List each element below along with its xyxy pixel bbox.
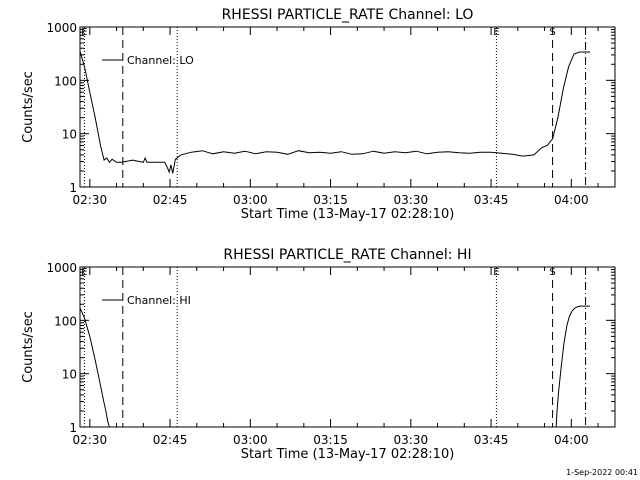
y-axis-label: Counts/sec [21, 71, 36, 143]
y-tick-label: 100 [54, 314, 77, 328]
x-tick-label: 03:45 [474, 193, 509, 207]
y-tick-label: 1000 [46, 261, 77, 275]
y-tick-label: 1 [69, 181, 77, 195]
y-tick-label: 1 [69, 421, 77, 435]
x-tick-label: 03:30 [394, 193, 429, 207]
y-tick-label: 10 [62, 368, 77, 382]
x-tick-label: 04:00 [554, 193, 589, 207]
plot-frame-hi [79, 266, 616, 428]
event-marker-label: E [493, 267, 499, 278]
x-tick-label: 03:15 [313, 193, 348, 207]
x-tick-label: 02:45 [153, 193, 188, 207]
event-marker-label: E [493, 27, 499, 38]
x-tick-label: 03:15 [313, 433, 348, 447]
chart-title-hi: RHESSI PARTICLE_RATE Channel: HI [223, 247, 471, 263]
chart-panel-hi: RHESSI PARTICLE_RATE Channel: HI 02:30 02:… [21, 247, 616, 462]
series-line-hi [80, 305, 590, 427]
chart-title-lo: RHESSI PARTICLE_RATE Channel: LO [222, 7, 474, 23]
series-line-lo [80, 51, 590, 174]
plot-frame-lo [79, 26, 616, 188]
x-tick-label: 03:00 [233, 433, 268, 447]
chart-panel-lo: RHESSI PARTICLE_RATE Channel: LO 02:30 02:… [21, 7, 616, 222]
event-marker-label: E [81, 267, 87, 278]
x-tick-label: 03:30 [394, 433, 429, 447]
y-axis-label: Counts/sec [21, 311, 36, 383]
x-tick-label: 03:45 [474, 433, 509, 447]
y-tick-label: 100 [54, 74, 77, 88]
event-marker-label: S [549, 267, 555, 278]
x-tick-label: 02:45 [153, 433, 188, 447]
y-tick-label: 10 [62, 128, 77, 142]
legend-label-hi: Channel: HI [127, 294, 191, 307]
x-axis-label: Start Time (13-May-17 02:28:10) [241, 447, 455, 462]
x-tick-label: 02:30 [73, 193, 108, 207]
event-marker-label: S [549, 27, 555, 38]
event-marker-label: E [81, 27, 87, 38]
y-tick-label: 1000 [46, 21, 77, 35]
legend-label-lo: Channel: LO [127, 54, 194, 67]
x-axis-label: Start Time (13-May-17 02:28:10) [241, 207, 455, 222]
x-tick-label: 04:00 [554, 433, 589, 447]
x-tick-label: 02:30 [73, 433, 108, 447]
x-tick-label: 03:00 [233, 193, 268, 207]
footer-timestamp: 1-Sep-2022 00:41 [566, 468, 638, 477]
